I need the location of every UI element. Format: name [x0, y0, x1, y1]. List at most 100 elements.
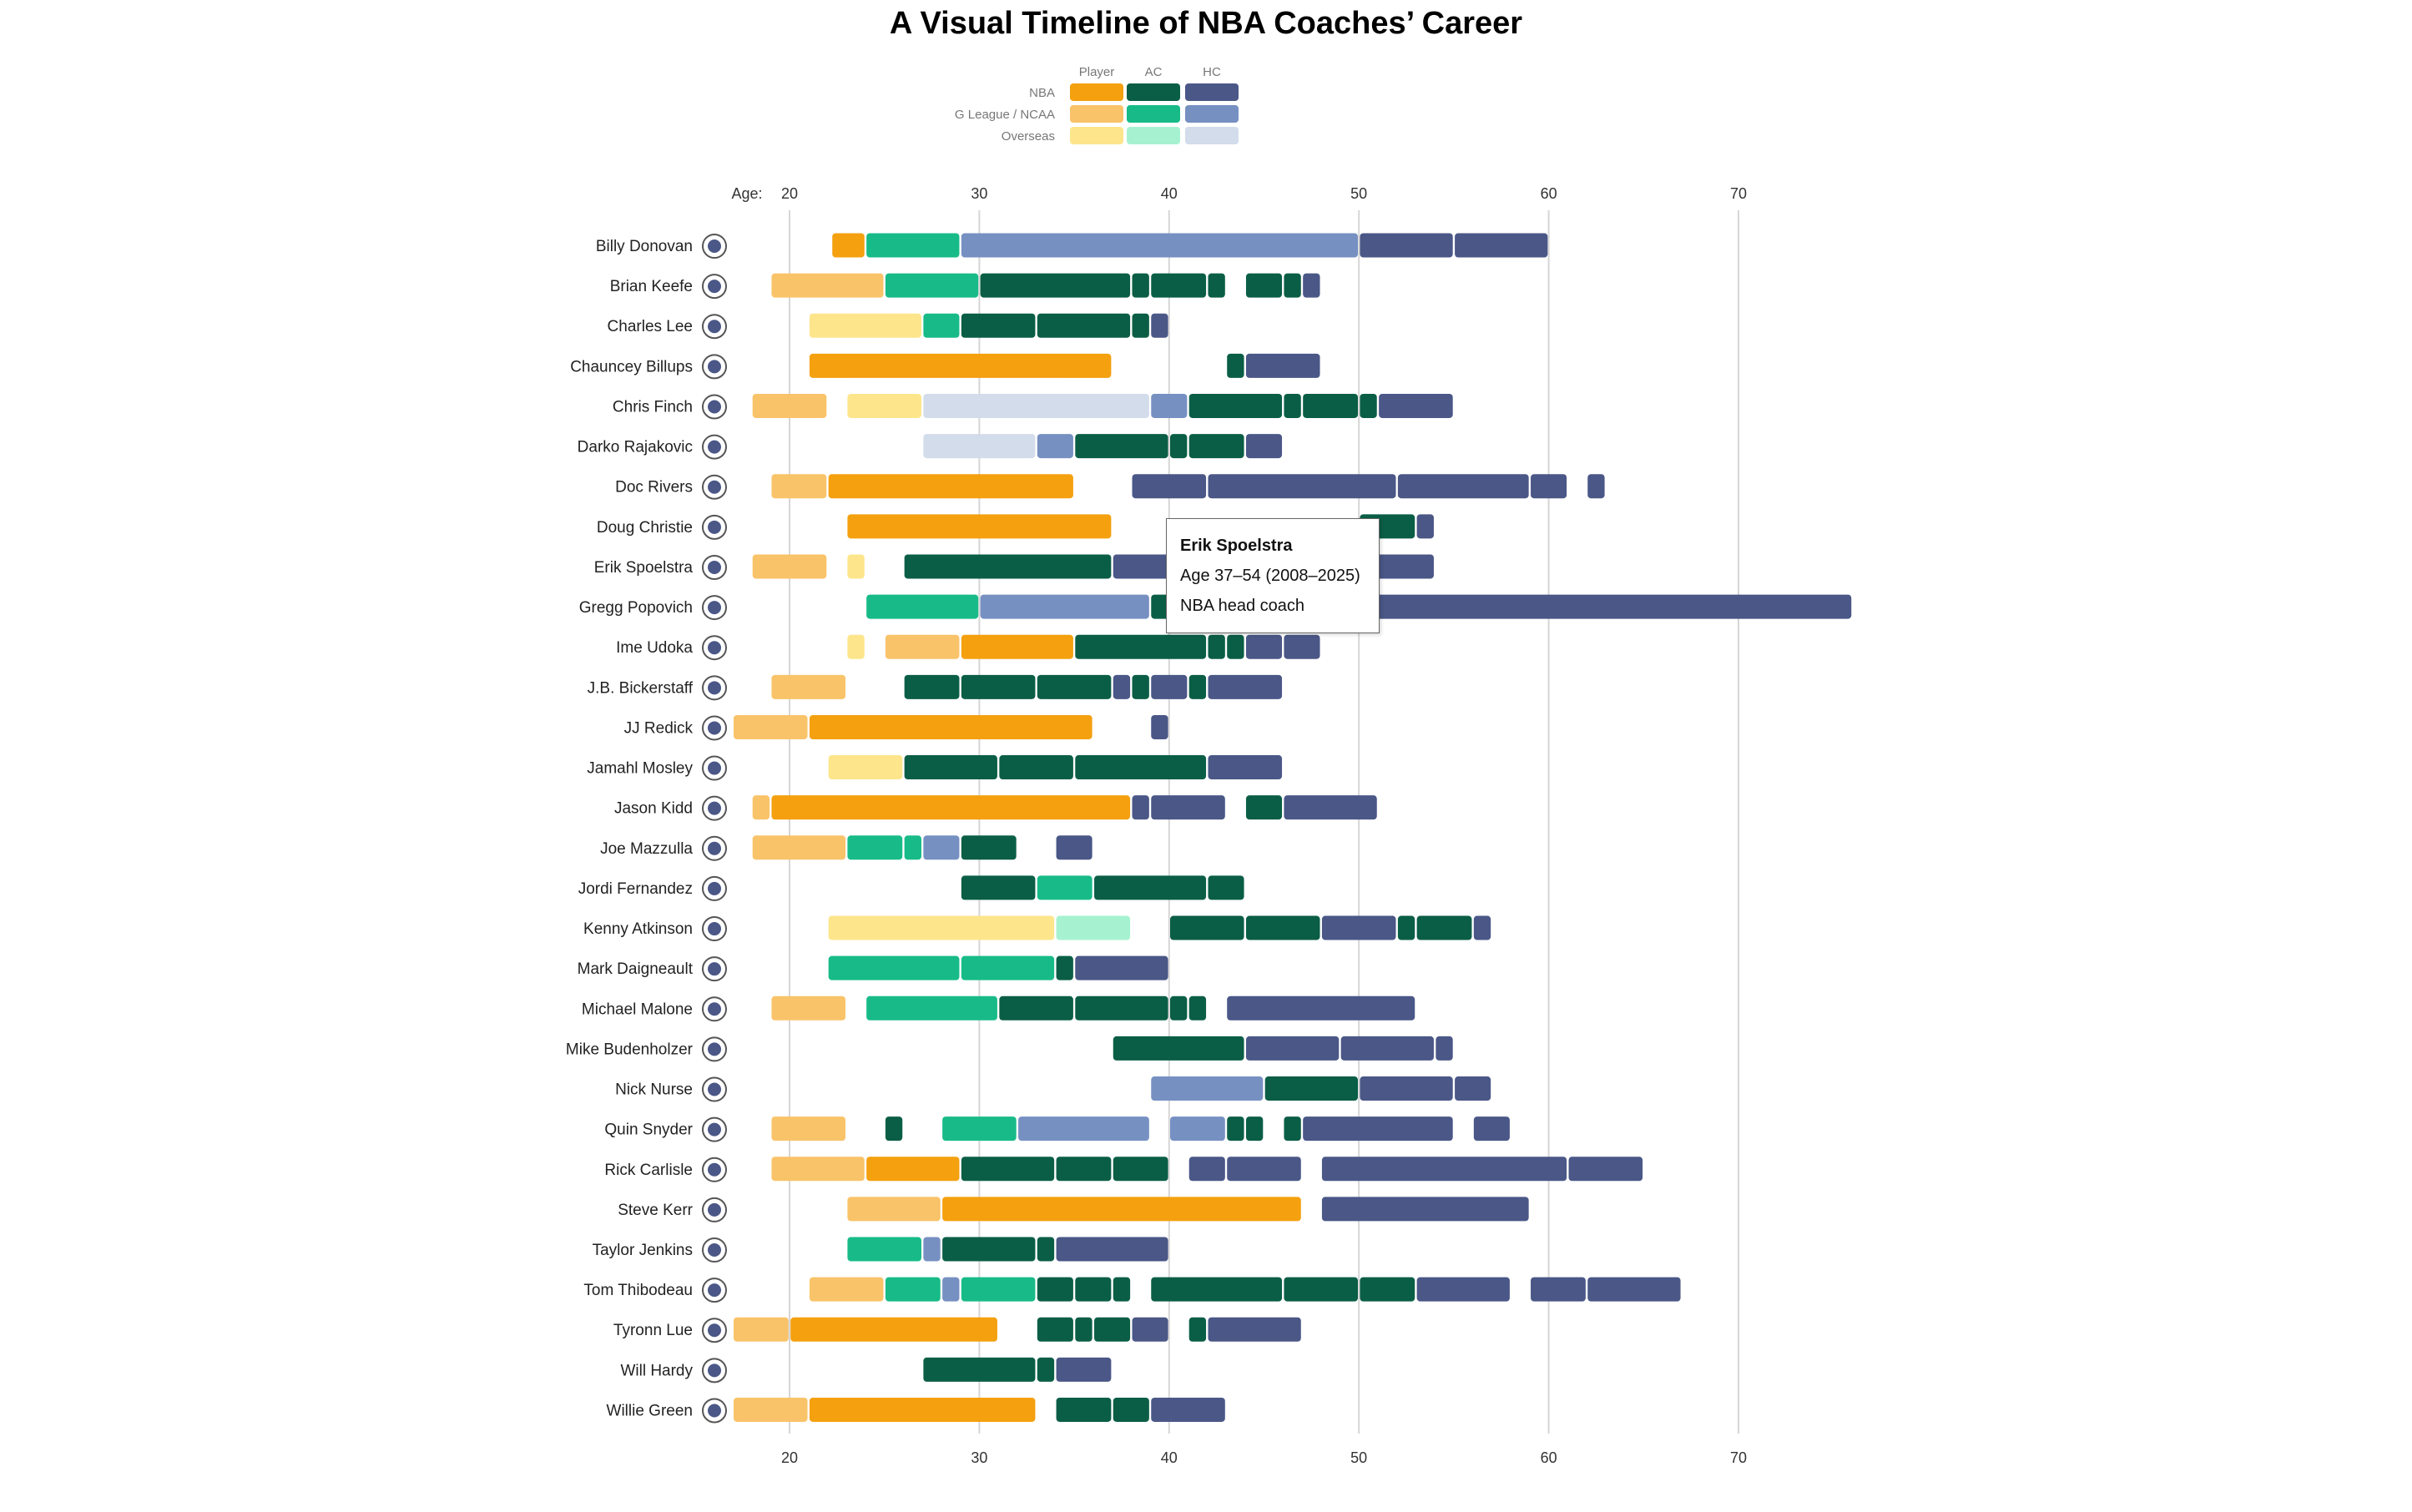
career-segment[interactable] [1151, 273, 1207, 298]
career-segment[interactable] [771, 1116, 846, 1142]
career-segment[interactable] [1531, 474, 1567, 499]
career-segment[interactable] [847, 393, 921, 418]
career-segment[interactable] [1188, 674, 1207, 699]
career-segment[interactable] [1303, 273, 1320, 298]
career-segment[interactable] [1075, 755, 1207, 780]
career-segment[interactable] [1227, 1157, 1301, 1182]
career-segment[interactable] [942, 1116, 1017, 1142]
career-segment[interactable] [1360, 233, 1453, 258]
career-segment[interactable] [790, 1317, 997, 1342]
career-segment[interactable] [961, 955, 1055, 980]
career-segment[interactable] [1264, 1076, 1358, 1101]
career-segment[interactable] [923, 393, 1149, 418]
career-segment[interactable] [847, 835, 903, 860]
career-segment[interactable] [942, 1197, 1301, 1222]
career-segment[interactable] [1113, 1157, 1168, 1182]
career-segment[interactable] [1321, 915, 1396, 940]
career-segment[interactable] [733, 714, 808, 739]
career-segment[interactable] [1416, 1277, 1510, 1302]
coach-row[interactable]: Doug Christie [597, 514, 1434, 540]
career-segment[interactable] [1075, 955, 1168, 980]
career-segment[interactable] [1188, 1317, 1207, 1342]
career-segment[interactable] [1075, 1317, 1092, 1342]
career-segment[interactable] [1208, 674, 1283, 699]
career-segment[interactable] [1037, 1237, 1055, 1262]
career-segment[interactable] [1170, 1116, 1225, 1142]
career-segment[interactable] [961, 835, 1017, 860]
career-segment[interactable] [1208, 474, 1396, 499]
career-segment[interactable] [1303, 1116, 1453, 1142]
career-segment[interactable] [1037, 434, 1073, 459]
career-segment[interactable] [1416, 915, 1472, 940]
career-segment[interactable] [1397, 474, 1529, 499]
career-segment[interactable] [1151, 1397, 1225, 1422]
career-segment[interactable] [1056, 835, 1092, 860]
career-segment[interactable] [1037, 313, 1131, 338]
career-segment[interactable] [1227, 995, 1415, 1021]
career-segment[interactable] [809, 1397, 1036, 1422]
career-segment[interactable] [771, 995, 846, 1021]
career-segment[interactable] [1037, 1357, 1055, 1382]
career-segment[interactable] [1208, 755, 1283, 780]
career-segment[interactable] [733, 1397, 808, 1422]
career-segment[interactable] [1170, 434, 1188, 459]
career-segment[interactable] [1170, 915, 1244, 940]
career-segment[interactable] [752, 795, 770, 820]
career-segment[interactable] [1151, 674, 1188, 699]
career-segment[interactable] [1151, 313, 1168, 338]
coach-row[interactable]: Michael Malone [582, 995, 1415, 1022]
career-segment[interactable] [1075, 634, 1207, 659]
coach-row[interactable]: Brian Keefe [610, 273, 1320, 300]
career-segment[interactable] [1284, 795, 1377, 820]
career-segment[interactable] [1245, 915, 1320, 940]
coach-row[interactable]: J.B. Bickerstaff [588, 674, 1283, 701]
career-segment[interactable] [961, 634, 1073, 659]
career-segment[interactable] [1075, 995, 1168, 1021]
career-segment[interactable] [1436, 1036, 1453, 1061]
career-segment[interactable] [961, 233, 1358, 258]
career-segment[interactable] [904, 554, 1112, 579]
career-segment[interactable] [771, 474, 827, 499]
career-segment[interactable] [980, 273, 1131, 298]
career-segment[interactable] [1094, 875, 1207, 900]
coach-row[interactable]: Willie Green [607, 1397, 1225, 1424]
career-segment[interactable] [771, 273, 884, 298]
career-segment[interactable] [771, 674, 846, 699]
career-segment[interactable] [733, 1317, 789, 1342]
career-segment[interactable] [1245, 1116, 1264, 1142]
career-segment[interactable] [828, 955, 960, 980]
career-segment[interactable] [1245, 353, 1320, 378]
career-segment[interactable] [1056, 1397, 1112, 1422]
career-segment[interactable] [980, 594, 1149, 619]
career-segment[interactable] [771, 1157, 865, 1182]
career-segment[interactable] [1587, 1277, 1681, 1302]
career-segment[interactable] [904, 755, 997, 780]
career-segment[interactable] [923, 313, 960, 338]
career-segment[interactable] [809, 313, 921, 338]
career-segment[interactable] [1568, 1157, 1643, 1182]
career-segment[interactable] [809, 353, 1112, 378]
career-segment[interactable] [1455, 1076, 1491, 1101]
career-segment[interactable] [752, 393, 827, 418]
career-segment[interactable] [1056, 915, 1131, 940]
career-segment[interactable] [1245, 434, 1283, 459]
career-segment[interactable] [1227, 1116, 1244, 1142]
career-segment[interactable] [1018, 1116, 1149, 1142]
career-segment[interactable] [1321, 1197, 1529, 1222]
career-segment[interactable] [828, 474, 1073, 499]
coach-row[interactable]: Jordi Fernandez [578, 875, 1244, 901]
career-segment[interactable] [961, 875, 1036, 900]
career-segment[interactable] [1113, 674, 1131, 699]
career-segment[interactable] [1379, 393, 1453, 418]
coach-row[interactable]: Doc Rivers [615, 474, 1605, 500]
career-segment[interactable] [1397, 915, 1415, 940]
career-segment[interactable] [999, 755, 1073, 780]
career-segment[interactable] [809, 714, 1092, 739]
coach-row[interactable]: Joe Mazzulla [600, 835, 1092, 861]
career-segment[interactable] [1037, 875, 1092, 900]
career-segment[interactable] [847, 1237, 921, 1262]
career-segment[interactable] [1208, 875, 1244, 900]
career-segment[interactable] [1056, 1237, 1168, 1262]
career-segment[interactable] [923, 1357, 1036, 1382]
career-segment[interactable] [1360, 393, 1377, 418]
